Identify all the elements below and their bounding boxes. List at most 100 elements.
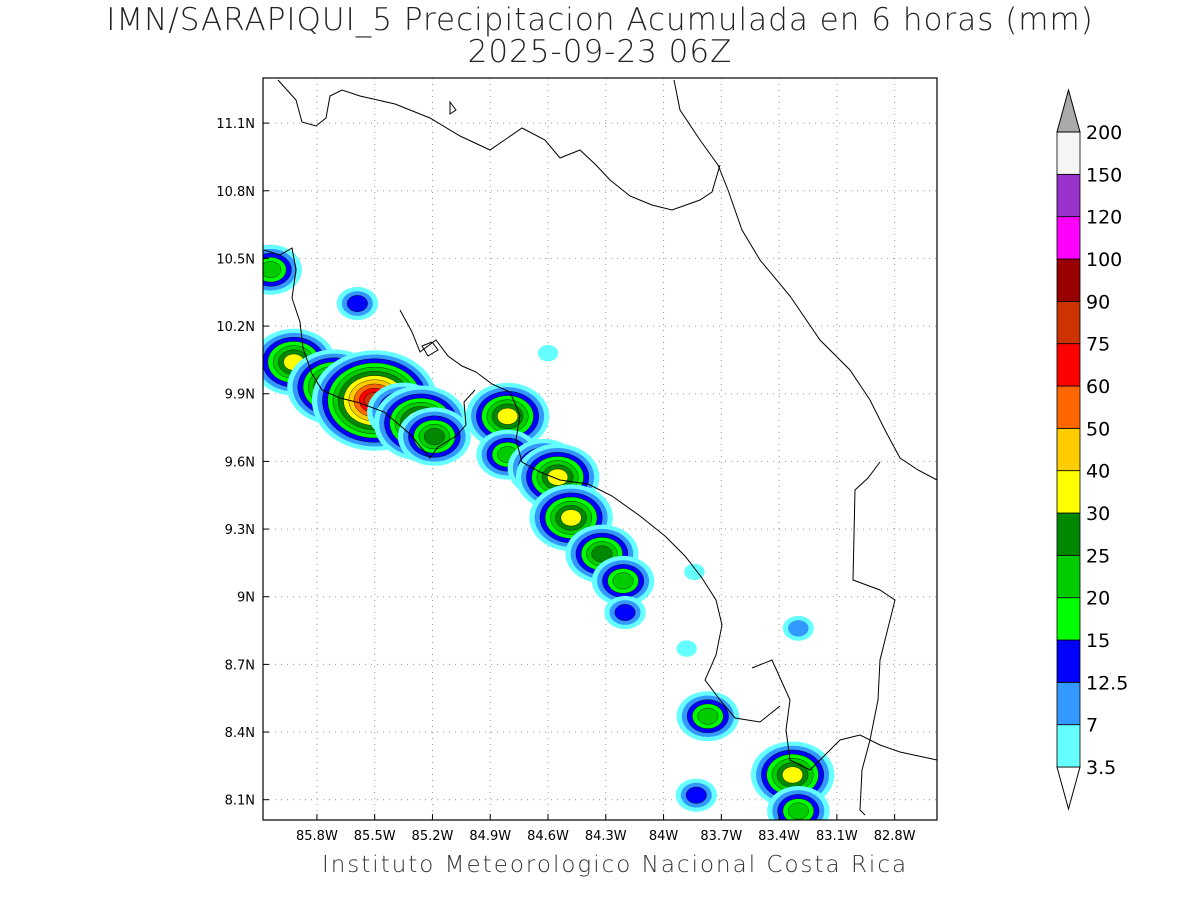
pacific-coast-central	[399, 309, 781, 723]
colorbar-swatch	[1056, 597, 1081, 641]
axis-ticks: 85.8W 85.5W 85.2W 84.9W 84.6W 84.3W 84W 83.7W 83…	[216, 117, 915, 844]
rain-contour	[591, 545, 613, 563]
colorbar-label: 75	[1086, 334, 1110, 356]
lake-island	[449, 100, 457, 115]
colorbar-label: 20	[1086, 588, 1110, 610]
precip-field	[263, 244, 835, 820]
colorbar-label: 150	[1086, 164, 1122, 186]
rain-cell	[676, 640, 697, 657]
tick-label-y: 10.8N	[216, 185, 255, 200]
colorbar-swatch	[1056, 173, 1081, 218]
rain-cell	[675, 778, 718, 812]
colorbar-label: 15	[1086, 630, 1110, 652]
rain-cell	[767, 785, 830, 820]
colorbar-swatch	[1056, 512, 1081, 556]
rain-cell	[604, 595, 646, 630]
rain-contour	[685, 786, 707, 804]
colorbar-label: 50	[1086, 418, 1110, 440]
colorbar-swatch	[1056, 427, 1081, 472]
colorbar-swatch	[1056, 258, 1081, 302]
rain-cell	[676, 691, 740, 742]
tick-label-x: 84W	[649, 829, 679, 844]
rain-cell	[782, 615, 814, 641]
colorbar-label: 100	[1086, 249, 1122, 271]
colorbar-swatch	[1056, 681, 1081, 726]
osa-peninsula	[751, 659, 937, 771]
rain-cell	[684, 563, 705, 581]
rain-contour	[263, 261, 282, 279]
map-title: IMN/SARAPIQUI_5 Precipitacion Acumulada …	[106, 2, 1094, 38]
colorbar: 3.5 7 12.5 15 20 25 30 40 50 60 75 90 100 120 150 200	[1056, 88, 1128, 811]
rain-contour	[560, 509, 582, 527]
footer-credit: Instituto Meteorologico Nacional Costa R…	[321, 852, 909, 878]
rain-contour	[782, 766, 804, 784]
coastline	[263, 79, 937, 816]
tick-label-x: 84.3W	[585, 829, 627, 844]
rain-contour	[423, 428, 445, 445]
tick-label-y: 11.1N	[216, 117, 255, 132]
colorbar-label: 7	[1086, 715, 1098, 737]
pacific-coast-north	[263, 247, 476, 459]
colorbar-label: 60	[1086, 376, 1110, 398]
tick-label-x: 83.1W	[816, 829, 858, 844]
tick-label-y: 9.3N	[225, 523, 255, 538]
colorbar-label: 30	[1086, 503, 1110, 525]
tick-label-x: 85.8W	[296, 829, 338, 844]
tick-label-x: 82.8W	[874, 829, 916, 844]
colorbar-min-arrow	[1056, 766, 1081, 811]
colorbar-swatch	[1056, 724, 1081, 768]
colorbar-label: 40	[1086, 461, 1110, 483]
colorbar-swatch	[1056, 300, 1081, 345]
colorbar-swatch	[1056, 385, 1081, 429]
panama-border	[852, 461, 896, 816]
rain-contour	[788, 620, 809, 637]
rain-contour	[537, 344, 559, 362]
colorbar-label: 200	[1086, 122, 1122, 144]
rain-cell	[591, 555, 655, 606]
colorbar-swatch	[1056, 343, 1081, 387]
tick-label-x: 83.7W	[700, 829, 742, 844]
rain-contour	[684, 563, 705, 581]
colorbar-max-arrow	[1056, 88, 1081, 133]
rain-contour	[676, 640, 697, 657]
tick-label-y: 9.6N	[225, 455, 255, 470]
tick-label-y: 9N	[237, 591, 255, 606]
tick-label-y: 9.9N	[225, 388, 255, 403]
tick-label-y: 8.4N	[225, 726, 255, 741]
rain-contour	[612, 572, 634, 590]
tick-label-x: 85.2W	[412, 829, 454, 844]
colorbar-swatch	[1056, 131, 1081, 175]
map-frame	[262, 77, 938, 821]
tick-label-y: 10.2N	[216, 320, 255, 335]
caribbean-coast	[673, 79, 937, 481]
rain-contour	[697, 707, 719, 725]
nicoya-island	[421, 341, 439, 357]
colorbar-swatch	[1056, 554, 1081, 599]
rain-cell	[537, 344, 559, 362]
colorbar-label: 3.5	[1086, 757, 1116, 779]
rain-contour	[614, 604, 636, 621]
tick-label-y: 10.5N	[216, 252, 255, 267]
rain-cell	[263, 244, 302, 295]
lake-shore-line	[277, 79, 721, 211]
rain-cell	[465, 382, 550, 450]
colorbar-label: 120	[1086, 207, 1122, 229]
tick-label-y: 8.7N	[225, 658, 255, 673]
colorbar-label: 90	[1086, 291, 1110, 313]
rain-contour	[547, 468, 569, 486]
colorbar-label: 12.5	[1086, 672, 1128, 694]
map-datetime: 2025-09-23 06Z	[467, 34, 733, 70]
tick-label-x: 84.6W	[527, 829, 569, 844]
tick-label-x: 85.5W	[354, 829, 396, 844]
colorbar-swatch	[1056, 470, 1081, 514]
colorbar-swatch	[1056, 639, 1081, 683]
tick-label-x: 83.4W	[758, 829, 800, 844]
rain-cell	[336, 286, 379, 321]
rain-contour	[787, 802, 809, 820]
colorbar-swatch	[1056, 216, 1081, 260]
rain-contour	[346, 295, 368, 312]
rain-cell	[397, 407, 471, 466]
tick-label-x: 84.9W	[469, 829, 511, 844]
colorbar-label: 25	[1086, 545, 1110, 567]
